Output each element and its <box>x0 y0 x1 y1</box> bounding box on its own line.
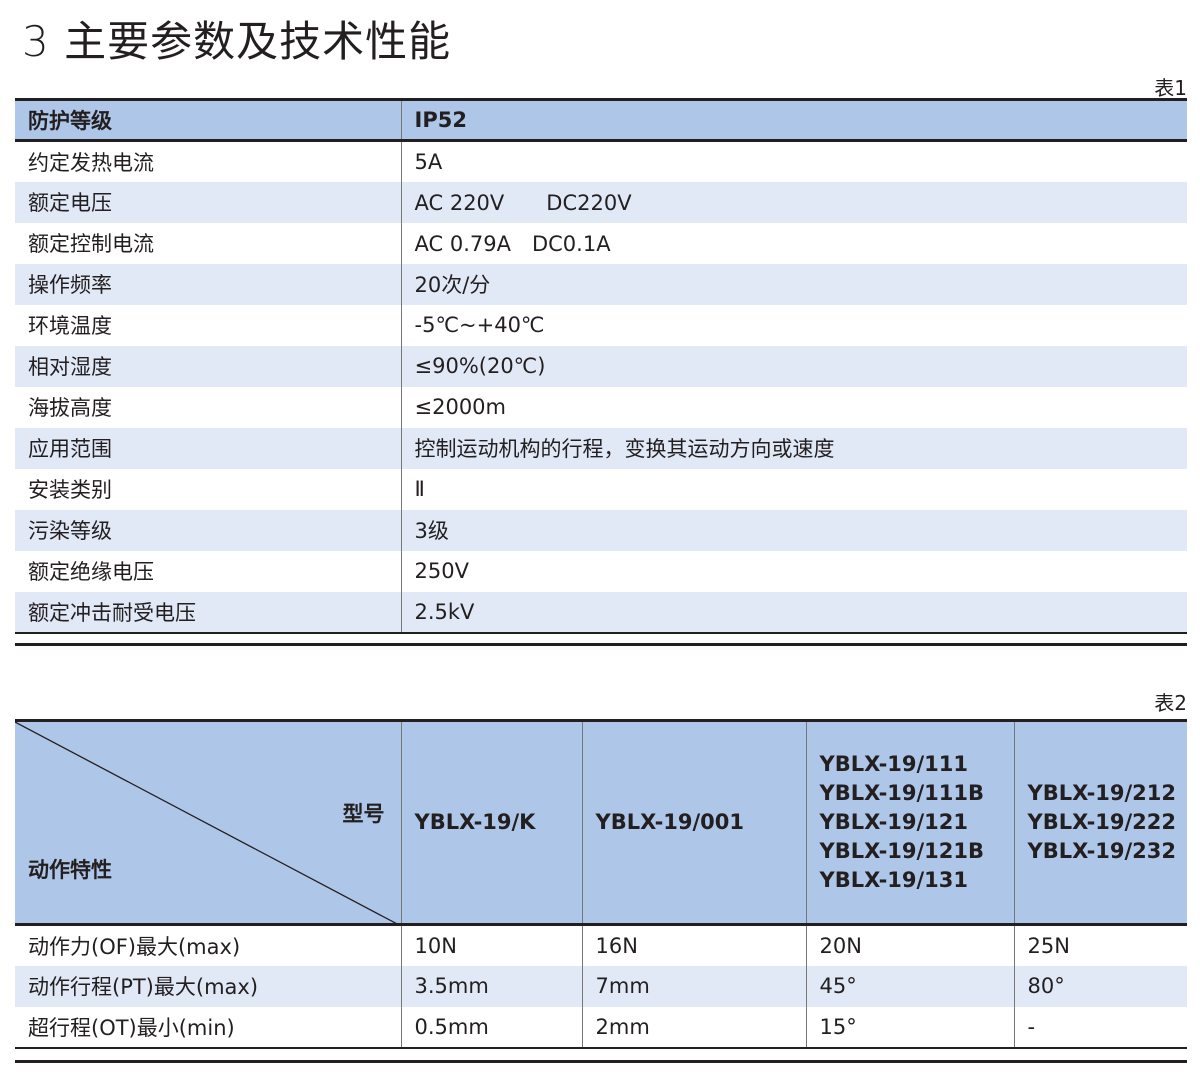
parameter-value: ≤2000m <box>400 386 1187 428</box>
model-name: YBLX-19/121B <box>819 839 985 863</box>
model-header-cell: YBLX-19/K <box>400 720 582 926</box>
parameter-value: 5A <box>400 140 1187 182</box>
parameter-value: ≤90%(20℃) <box>400 345 1187 387</box>
header-cell: 防护等级 <box>15 99 401 142</box>
parameter-value: Ⅱ <box>400 468 1187 510</box>
value-cell: 16N <box>581 924 806 966</box>
parameter-name: 污染等级 <box>15 509 401 551</box>
section-title: 3 主要参数及技术性能 <box>22 17 452 66</box>
model-name: YBLX-19/222 <box>1027 810 1177 834</box>
table-row: 污染等级 3级 <box>15 509 1187 551</box>
value-cell: 0.5mm <box>400 1006 582 1049</box>
table-row: 操作频率 20次/分 <box>15 263 1187 305</box>
table-row: 安装类别 Ⅱ <box>15 468 1187 510</box>
parameter-value: 250V <box>400 550 1187 592</box>
model-header-cell: YBLX-19/001 <box>581 720 806 926</box>
model-name: YBLX-19/001 <box>595 810 745 834</box>
value-cell: 2mm <box>581 1006 806 1049</box>
characteristic-name: 动作力(OF)最大(max) <box>28 934 241 959</box>
parameter-name: 环境温度 <box>28 314 112 338</box>
model-name: YBLX-19/232 <box>1027 839 1177 863</box>
parameter-name: 约定发热电流 <box>28 150 154 175</box>
parameter-value: 20次/分 <box>400 263 1187 305</box>
table-row: 额定绝缘电压 250V <box>15 550 1187 592</box>
table-row: 约定发热电流 5A <box>15 140 1187 182</box>
parameter-value: -5℃~+40℃ <box>400 304 1187 346</box>
value-cell: 20N <box>805 924 1014 966</box>
parameter-name: 安装类别 <box>28 478 112 502</box>
table-row: 额定电压 AC 220V DC220V <box>15 181 1187 223</box>
table-row: 环境温度 -5℃~+40℃ <box>15 304 1187 346</box>
parameter-value: AC 0.79A DC0.1A <box>400 222 1187 264</box>
table-row: 相对湿度 ≤90%(20℃) <box>15 345 1187 387</box>
table-row: 海拔高度 ≤2000m <box>15 386 1187 428</box>
value-cell: 25N <box>1013 924 1187 966</box>
table-row: 额定控制电流 AC 0.79A DC0.1A <box>15 222 1187 264</box>
parameter-value: 3级 <box>400 509 1187 551</box>
parameter-name: 额定电压 <box>15 181 401 223</box>
value-cell: 3.5mm <box>400 965 582 1007</box>
parameter-value: AC 220V DC220V <box>400 181 1187 223</box>
characteristic-name: 动作行程(PT)最大(max) <box>15 965 401 1007</box>
header-cell: IP52 <box>400 99 1187 142</box>
parameter-name: 额定冲击耐受电压 <box>15 591 401 634</box>
characteristic-name: 超行程(OT)最小(min) <box>15 1006 401 1049</box>
parameter-name: 海拔高度 <box>28 396 112 420</box>
table1-caption: 表1 <box>1154 76 1187 100</box>
table2-caption: 表2 <box>1154 691 1187 715</box>
parameter-value: 2.5kV <box>400 591 1187 634</box>
table-header-row: 防护等级 IP52 <box>15 99 1187 142</box>
table-row: 额定冲击耐受电压 2.5kV <box>15 591 1187 634</box>
model-header-cell: YBLX-19/111 YBLX-19/111B YBLX-19/121 YBLX-1… <box>805 720 1014 926</box>
table-header-row: 型号 动作特性 YBLX-19/K YBLX-19/001 YBLX-19/111 YBL… <box>15 720 1187 926</box>
value-cell: - <box>1013 1006 1187 1049</box>
model-label: 型号 <box>342 802 385 826</box>
value-cell: 80° <box>1013 965 1187 1007</box>
table1-bottom-rule <box>15 643 1187 646</box>
table-row: 动作行程(PT)最大(max) 3.5mm 7mm 45° 80° <box>15 965 1187 1007</box>
model-name: YBLX-19/111B <box>819 781 985 805</box>
model-name: YBLX-19/111 <box>819 752 969 776</box>
model-name: YBLX-19/121 <box>819 810 969 834</box>
value-cell: 7mm <box>581 965 806 1007</box>
parameter-value: 控制运动机构的行程，变换其运动方向或速度 <box>400 427 1187 469</box>
parameter-name: 相对湿度 <box>15 345 401 387</box>
parameter-name: 额定绝缘电压 <box>28 560 154 584</box>
table-row: 动作力(OF)最大(max) 10N 16N 20N 25N <box>15 924 1187 966</box>
action-characteristics-table: 型号 动作特性 YBLX-19/K YBLX-19/001 YBLX-19/111 YBL… <box>15 719 1187 1049</box>
parameters-table: 防护等级 IP52 约定发热电流 5A 额定电压 AC 220V DC220V 额定控制电流… <box>15 98 1187 634</box>
value-cell: 45° <box>805 965 1014 1007</box>
corner-cell: 型号动作特性 <box>15 720 401 926</box>
parameter-name: 额定控制电流 <box>28 232 154 256</box>
table2-bottom-rule <box>15 1060 1187 1063</box>
value-cell: 10N <box>400 924 582 966</box>
parameter-name: 应用范围 <box>15 427 401 469</box>
characteristic-label: 动作特性 <box>28 858 112 882</box>
model-name: YBLX-19/212 <box>1027 781 1177 805</box>
model-name: YBLX-19/K <box>414 810 536 834</box>
table-row: 超行程(OT)最小(min) 0.5mm 2mm 15° - <box>15 1006 1187 1049</box>
value-cell: 15° <box>805 1006 1014 1049</box>
diagonal-divider <box>15 722 401 926</box>
parameter-name: 操作频率 <box>15 263 401 305</box>
table-row: 应用范围 控制运动机构的行程，变换其运动方向或速度 <box>15 427 1187 469</box>
model-header-cell: YBLX-19/212 YBLX-19/222 YBLX-19/232 <box>1013 720 1187 926</box>
model-name: YBLX-19/131 <box>819 868 969 892</box>
